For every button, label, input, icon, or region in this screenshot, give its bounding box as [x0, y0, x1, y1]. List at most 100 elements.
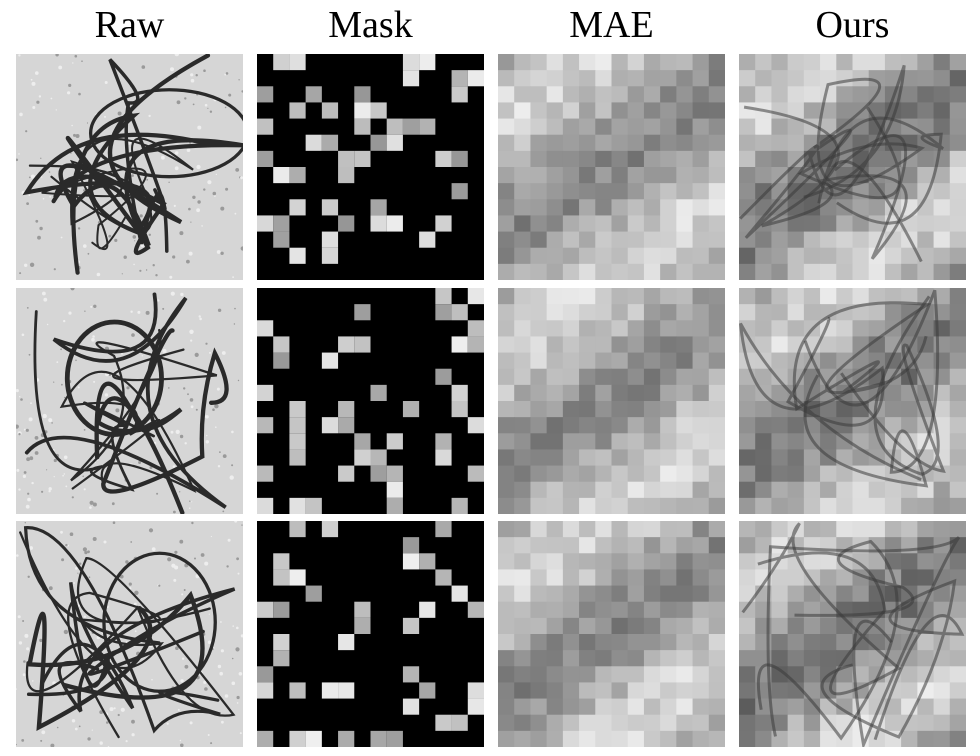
reconstructed-patch: [692, 215, 710, 233]
reconstructed-patch: [949, 150, 966, 168]
reconstructed-patch: [498, 698, 515, 716]
panel-mae-sample-2-image: [498, 288, 725, 514]
texture-speck: [21, 739, 25, 742]
membrane-line: [59, 370, 197, 494]
reconstructed-patch: [739, 102, 756, 120]
texture-speck: [167, 557, 172, 562]
reconstructed-patch: [803, 553, 821, 570]
reconstructed-patch: [611, 183, 629, 200]
reconstructed-patch: [627, 183, 645, 200]
texture-speck: [224, 73, 227, 76]
reconstructed-patch: [884, 304, 902, 321]
reconstructed-patch: [692, 336, 710, 354]
reconstructed-patch: [579, 247, 596, 265]
reconstructed-patch: [917, 698, 935, 716]
reconstructed-patch: [498, 601, 515, 619]
reconstructed-patch: [739, 682, 756, 700]
reconstructed-patch: [562, 497, 580, 514]
reconstructed-patch: [708, 730, 725, 747]
texture-speck: [232, 625, 234, 627]
reconstructed-patch: [692, 304, 710, 321]
texture-speck: [237, 379, 240, 382]
texture-speck: [77, 572, 79, 574]
reconstructed-patch: [901, 70, 918, 87]
texture-speck: [225, 72, 229, 75]
reconstructed-patch: [643, 730, 661, 747]
reconstructed-patch: [676, 666, 694, 683]
texture-speck: [103, 540, 107, 544]
reconstructed-patch: [917, 54, 935, 71]
reconstructed-patch: [708, 537, 725, 554]
reconstructed-patch: [692, 537, 710, 554]
texture-speck: [89, 500, 94, 505]
texture-speck: [180, 679, 184, 683]
texture-speck: [133, 602, 137, 606]
texture-speck: [238, 79, 240, 81]
texture-speck: [83, 615, 87, 618]
reconstructed-patch: [739, 54, 756, 71]
reconstructed-patch: [530, 714, 548, 732]
reconstructed-patch: [627, 368, 645, 386]
visible-patch: [419, 601, 436, 618]
visible-patch: [321, 231, 339, 248]
reconstructed-patch: [708, 569, 725, 587]
reconstructed-patch: [546, 682, 564, 700]
reconstructed-patch: [595, 465, 612, 483]
visible-patch: [321, 417, 339, 434]
reconstructed-patch: [917, 102, 935, 120]
reconstructed-patch: [514, 465, 531, 483]
texture-speck: [219, 451, 221, 453]
texture-speck: [198, 315, 201, 318]
texture-speck: [188, 207, 191, 211]
texture-speck: [30, 78, 33, 81]
texture-speck: [220, 649, 224, 653]
texture-speck: [148, 528, 154, 533]
panel-ours-sample-3: [739, 521, 966, 747]
reconstructed-patch: [771, 650, 789, 667]
texture-speck: [212, 408, 215, 411]
texture-speck: [50, 743, 55, 747]
reconstructed-patch: [917, 167, 935, 184]
texture-speck: [192, 195, 196, 199]
reconstructed-patch: [546, 401, 564, 418]
visible-patch: [354, 601, 371, 618]
reconstructed-patch: [611, 199, 629, 216]
reconstructed-patch: [917, 714, 935, 732]
panel-ours-sample-1: [739, 54, 966, 280]
reconstructed-patch: [949, 247, 966, 265]
reconstructed-patch: [836, 585, 853, 603]
visible-patch: [289, 569, 306, 586]
texture-speck: [17, 615, 21, 619]
reconstructed-patch: [643, 497, 661, 514]
texture-speck: [189, 398, 194, 402]
texture-speck: [161, 155, 165, 160]
texture-speck: [111, 502, 115, 506]
reconstructed-patch: [660, 465, 677, 483]
reconstructed-patch: [498, 304, 515, 321]
reconstructed-patch: [627, 134, 645, 152]
texture-speck: [117, 713, 120, 717]
texture-speck: [91, 337, 95, 342]
reconstructed-patch: [755, 497, 772, 514]
texture-speck: [231, 657, 234, 660]
reconstructed-patch: [530, 54, 548, 71]
visible-patch: [273, 167, 290, 184]
reconstructed-patch: [530, 569, 548, 587]
texture-speck: [173, 510, 176, 514]
reconstructed-patch: [676, 465, 694, 483]
visible-patch: [289, 497, 306, 514]
texture-speck: [27, 492, 30, 495]
texture-speck: [134, 590, 139, 595]
reconstructed-patch: [660, 401, 677, 418]
reconstructed-patch: [660, 54, 677, 71]
reconstructed-patch: [546, 70, 564, 87]
reconstructed-patch: [868, 304, 886, 321]
visible-patch: [354, 118, 371, 135]
reconstructed-patch: [627, 481, 645, 499]
reconstructed-patch: [755, 54, 772, 71]
texture-speck: [214, 195, 216, 197]
reconstructed-patch: [787, 54, 805, 71]
reconstructed-patch: [852, 118, 870, 136]
reconstructed-patch: [514, 417, 531, 434]
texture-speck: [24, 633, 29, 638]
